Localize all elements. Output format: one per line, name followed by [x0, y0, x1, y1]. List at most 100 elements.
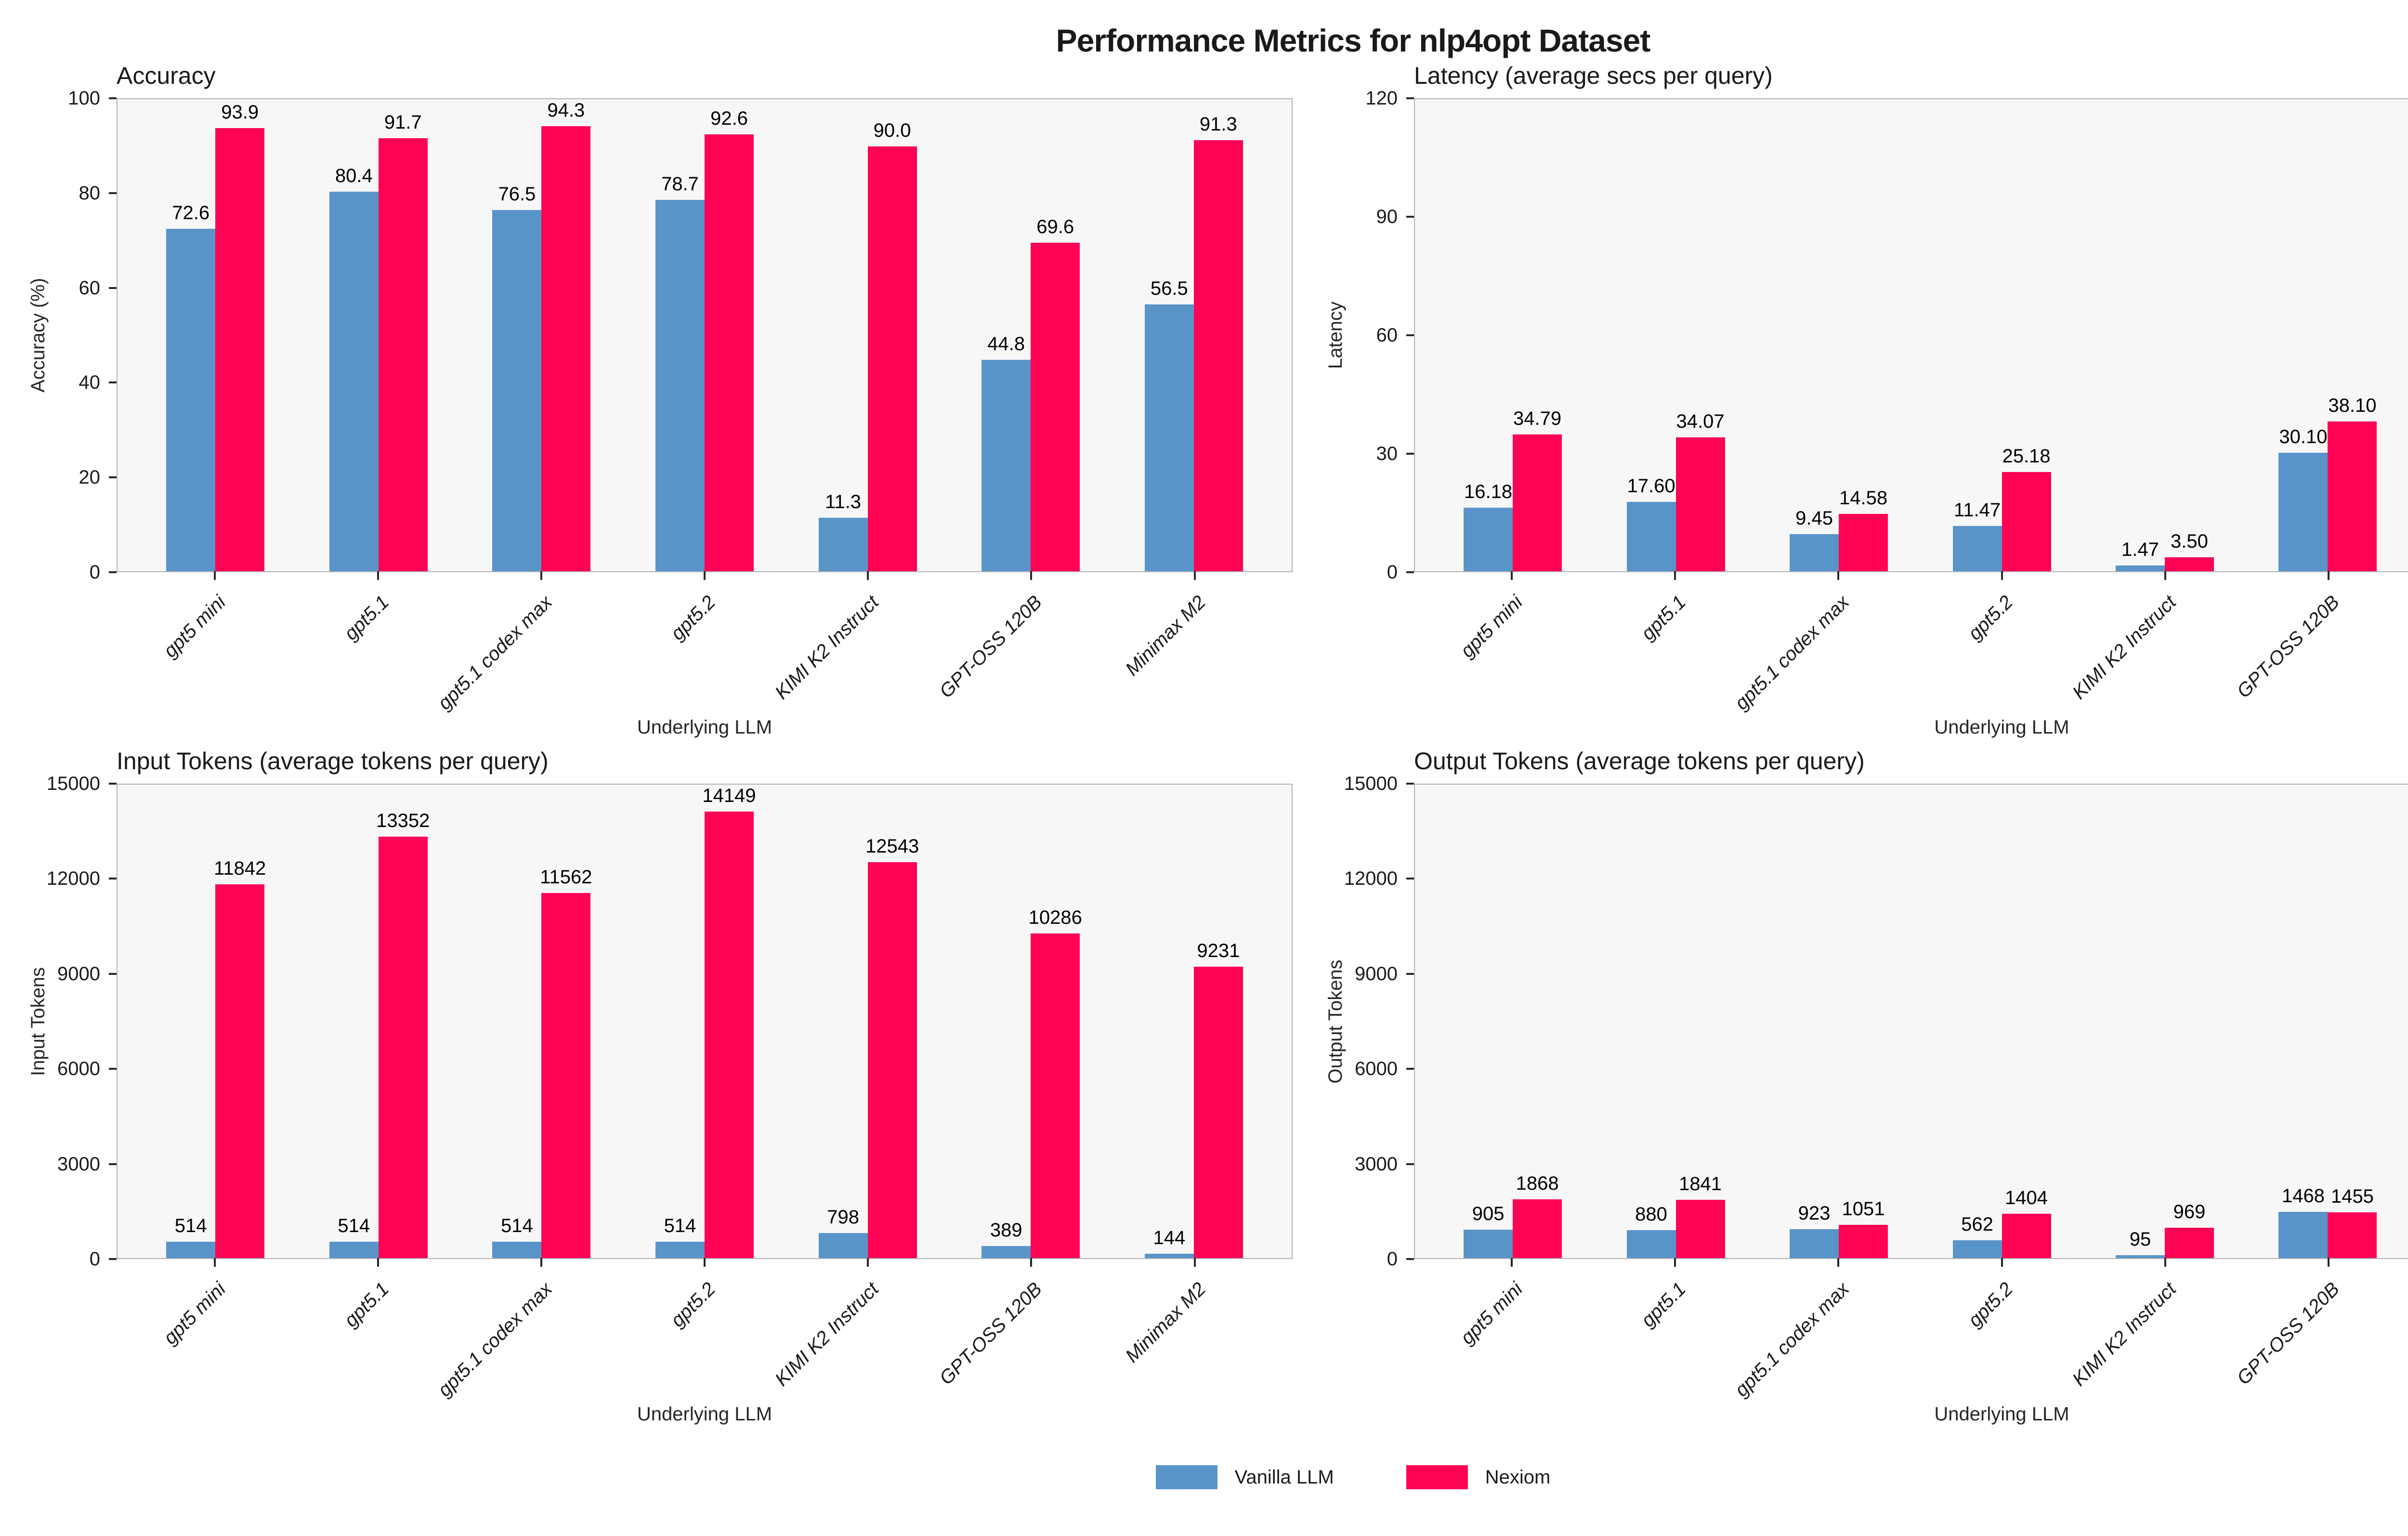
bar-vanilla-llm: 76.5: [492, 184, 542, 571]
bar-value-label: 1468: [2281, 1185, 2325, 1207]
bar-group: 923 1051: [1790, 785, 1888, 1258]
bar-nexiom: 14149: [702, 785, 756, 1258]
x-tick-mark: [377, 571, 379, 580]
bar-vanilla-llm: 880: [1626, 1204, 1676, 1258]
bar-value-label: 1455: [2330, 1185, 2374, 1207]
y-tick-label: 60: [79, 277, 101, 299]
bar-value-label: 923: [1798, 1202, 1831, 1224]
bar-vanilla-llm: 144: [1144, 1227, 1194, 1258]
x-tick-mark: [1837, 1258, 1840, 1267]
y-tick-label: 6000: [1355, 1058, 1398, 1080]
bar-nexiom: 9231: [1193, 940, 1243, 1258]
bar-value-label: 95: [2129, 1228, 2151, 1250]
bar-group: 95 969: [2115, 785, 2214, 1258]
bar-vanilla-llm: 514: [492, 1215, 542, 1258]
bar-nexiom: 12543: [865, 836, 919, 1258]
bar-value-label: 92.6: [710, 107, 748, 129]
bar-group: 514 13352: [329, 785, 430, 1258]
plot-area: 16.18 34.79 17.60 34.07 9.45 14.58 11.47 25.18 1…: [1414, 98, 2408, 572]
bar-group: 80.4 91.7: [329, 99, 428, 571]
y-tick-label: 12000: [46, 868, 100, 890]
y-axis-ticks: 0 3000 6000 9000 12000 15000: [6, 773, 117, 1270]
bar-nexiom: 92.6: [705, 108, 754, 571]
bar-nexiom: 10286: [1029, 907, 1082, 1258]
bar-value-label: 16.18: [1464, 481, 1513, 502]
legend-label: Vanilla LLM: [1234, 1466, 1334, 1488]
bar-value-label: 78.7: [661, 173, 699, 195]
x-tick-label: gpt5.2: [667, 591, 720, 644]
bar-value-label: 798: [827, 1206, 859, 1228]
bar-value-label: 69.6: [1036, 216, 1074, 237]
legend-label: Nexiom: [1485, 1466, 1551, 1488]
bar-nexiom: 93.9: [215, 102, 265, 571]
bar-nexiom: 34.79: [1513, 408, 1562, 571]
bar-value-label: 1868: [1516, 1172, 1559, 1194]
bar-value-label: 91.3: [1199, 114, 1237, 135]
x-tick-mark: [1511, 1258, 1513, 1267]
x-tick-label: Minimax M2: [1121, 1278, 1210, 1367]
bar-vanilla-llm: 923: [1790, 1203, 1839, 1258]
plot-area: 514 11842 514 13352 514 11562 514 14149 798 12543…: [117, 784, 1293, 1259]
y-tick-mark: [1406, 97, 1414, 99]
bar-vanilla-llm: 80.4: [329, 165, 379, 571]
x-tick-label: gpt5.1 codex max: [1731, 591, 1854, 714]
x-tick-label: gpt5 mini: [1456, 591, 1527, 662]
bar-value-label: 1051: [1842, 1198, 1885, 1220]
y-tick-label: 9000: [57, 963, 100, 985]
bar-value-label: 514: [664, 1215, 696, 1237]
y-tick-mark: [109, 381, 117, 384]
subplot-title: Output Tokens (average tokens per query): [1414, 748, 1865, 775]
bar-value-label: 3.50: [2171, 531, 2208, 552]
x-axis-label: Underlying LLM: [1934, 1404, 2069, 1425]
y-tick-label: 60: [1376, 325, 1398, 346]
bar-value-label: 93.9: [221, 101, 259, 123]
y-tick-label: 6000: [57, 1058, 100, 1080]
bar-group: 78.7 92.6: [655, 99, 754, 571]
x-tick-label: gpt5.2: [1963, 1278, 2017, 1331]
bar-value-label: 11562: [540, 866, 592, 888]
x-tick-label: gpt5.1 codex max: [1731, 1278, 1854, 1401]
x-tick-mark: [2327, 1258, 2329, 1267]
bar-vanilla-llm: 17.60: [1626, 475, 1676, 571]
subplot-latency: Latency (average secs per query) Latency…: [1325, 62, 2408, 738]
x-tick-label: KIMI K2 Instruct: [2068, 591, 2180, 704]
bar-value-label: 80.4: [335, 165, 373, 187]
x-tick-mark: [1511, 571, 1513, 580]
bar-group: 56.5 91.3: [1144, 99, 1243, 571]
bar-value-label: 14149: [702, 785, 756, 806]
bar-vanilla-llm: 16.18: [1464, 481, 1513, 571]
bar-value-label: 17.60: [1627, 475, 1675, 497]
x-tick-mark: [540, 571, 542, 580]
bar-nexiom: 1455: [2328, 1186, 2377, 1258]
x-tick-label: gpt5.1 codex max: [433, 591, 556, 714]
y-tick-label: 15000: [1344, 773, 1398, 794]
x-tick-mark: [213, 571, 216, 580]
y-tick-label: 20: [79, 467, 101, 488]
bar-nexiom: 90.0: [867, 120, 917, 571]
bar-group: 514 14149: [655, 785, 756, 1258]
bar-value-label: 9231: [1197, 940, 1240, 962]
x-tick-mark: [704, 571, 706, 580]
y-tick-label: 80: [79, 182, 101, 204]
bar-value-label: 1.47: [2121, 539, 2159, 560]
subplot-output-tokens: Output Tokens (average tokens per query)…: [1325, 748, 2408, 1425]
subplot-title: Accuracy: [117, 62, 216, 89]
x-tick-label: gpt5 mini: [159, 1278, 230, 1349]
bar-value-label: 389: [990, 1219, 1022, 1241]
x-tick-label: KIMI K2 Instruct: [2068, 1278, 2180, 1391]
bar-nexiom: 94.3: [541, 100, 591, 571]
x-axis-label: Underlying LLM: [637, 1404, 772, 1425]
y-tick-label: 3000: [57, 1153, 100, 1175]
x-tick-mark: [1674, 1258, 1676, 1267]
bar-group: 16.18 34.79: [1464, 99, 1562, 571]
x-axis-ticks: gpt5 mini gpt5.1 gpt5.1 codex max gpt5.2 KIM…: [1414, 1258, 2408, 1404]
bar-value-label: 11.47: [1953, 499, 2001, 521]
bar-group: 389 10286: [982, 785, 1082, 1258]
bar-value-label: 1404: [2005, 1187, 2048, 1208]
bar-value-label: 12543: [865, 836, 919, 857]
x-tick-mark: [213, 1258, 216, 1267]
legend-swatch-vanilla-llm-icon: [1155, 1465, 1217, 1489]
x-axis-label: Underlying LLM: [637, 717, 772, 738]
x-tick-mark: [1193, 571, 1196, 580]
